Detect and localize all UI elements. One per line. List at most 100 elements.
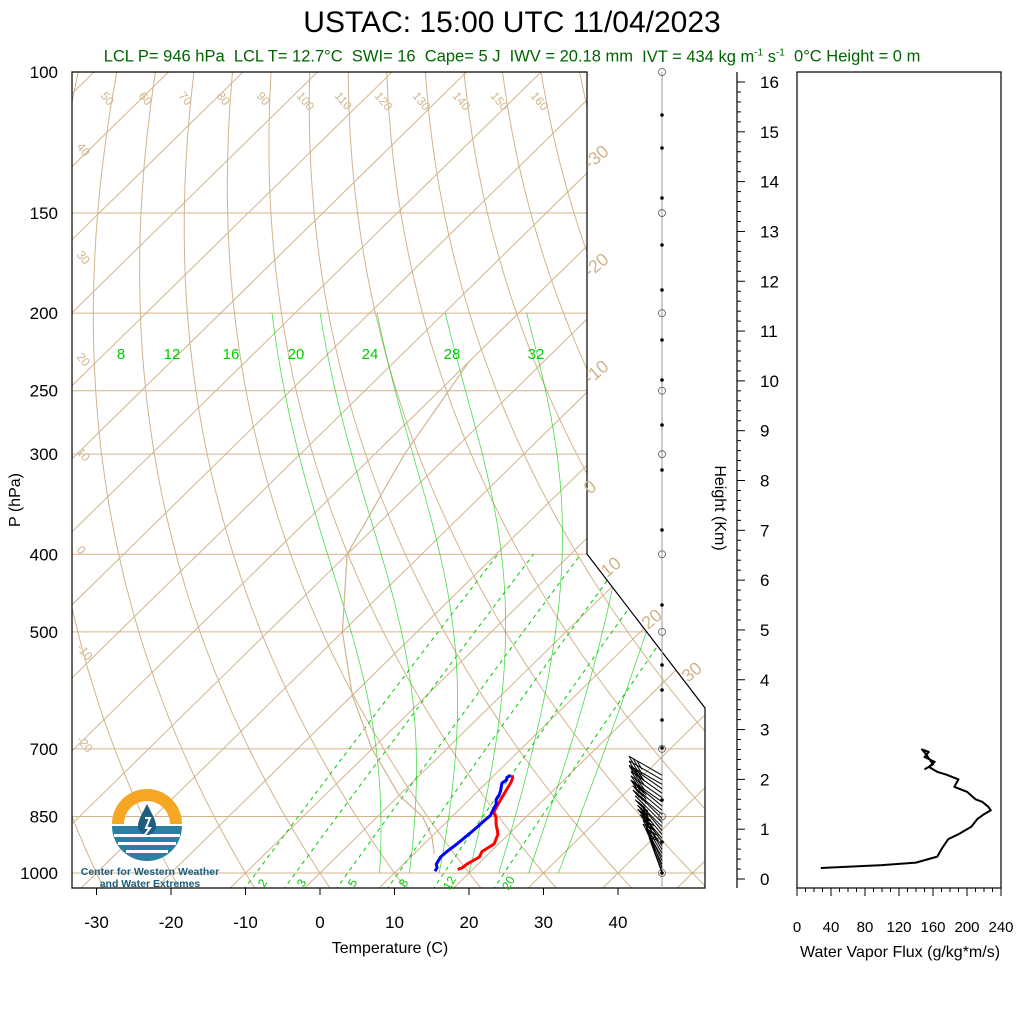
wind-barb-flag [645,823,655,830]
moist-adiabat-line [528,313,632,874]
pressure-tick-label: 200 [30,304,58,323]
isotherm-left-label: 10 [74,445,94,464]
isotherm-top-label: 140 [450,89,474,114]
isotherm-line [153,72,705,888]
mixing-ratio-line [242,553,499,888]
isotherm-right-label: -20 [580,249,613,281]
wind-barb [628,764,663,785]
pressure-level-marker [658,627,666,636]
dry-adiabat-line [72,72,181,888]
isotherm-left-label: 20 [74,350,94,369]
wind-barb-flag [640,808,649,816]
pressure-tick-label: 850 [30,807,58,826]
flux-tick-label: 80 [857,919,874,936]
flux-tick-label: 120 [886,919,911,936]
dry-adiabat-line [92,72,257,888]
flux-tick-label: 240 [988,919,1013,936]
dry-adiabat-line [772,72,1024,890]
wind-barb [645,825,663,861]
ivt-value: IVT = 434 kg m-1 s-1 [642,47,785,66]
moist-adiabat-line [444,313,507,874]
height-tick-label: 12 [760,272,779,291]
isotherm-line [72,72,705,888]
isotherm-top-label: 120 [372,89,396,114]
chart-subtitle: LCL P= 946 hPa LCL T= 12.7°C SWI= 16 Cap… [0,47,1024,67]
chart-title: USTAC: 15:00 UTC 11/04/2023 [303,6,721,39]
wind-barb-flag [630,771,638,780]
wind-barb-flag [634,778,641,787]
isotherm-line [72,72,472,888]
wind-barb [648,837,663,874]
wind-barb-flag [641,801,646,807]
wind-barb-flag [630,775,638,785]
water-vapor-flux-line [820,748,992,869]
dry-adiabat-line [139,72,332,888]
wind-barb-flag [642,816,652,823]
isotherm-line [72,72,547,888]
iwv-value: IWV = 20.18 mm [509,47,633,66]
isotherm-top-label: 50 [98,89,118,108]
mixing-ratio-line [492,554,705,888]
dry-adiabat-line [734,72,1024,890]
pressure-level-marker [658,812,666,821]
dry-adiabat-line [183,72,408,888]
wind-barb [630,766,663,790]
height-marker-dot [660,746,664,750]
flux-tick-label: 160 [920,919,945,936]
height-marker-dot [660,378,664,382]
wind-barb-flag [641,797,646,802]
logo-line-1: Center for Western Weather [80,866,220,878]
flux-tick-label: 40 [823,919,840,936]
temp-tick-label: 10 [385,913,404,932]
flux-tick-label: 200 [954,919,979,936]
wind-barb-flag [630,779,638,789]
isotherm-left-label: -10 [74,641,96,664]
height-marker-dot [660,528,664,532]
dry-adiabat-line [540,72,705,888]
isotherm-line [72,72,398,888]
mixing-ratio-line [282,553,534,888]
logo-emblem-icon [112,789,182,861]
dry-adiabat-line [617,72,705,888]
height-marker-dot [660,603,664,607]
y-axis-label: P (hPa) [7,473,24,527]
pressure-tick-label: 500 [30,623,58,642]
wind-barb [639,810,663,843]
isotherm-line [302,72,705,888]
dry-adiabat-line [579,72,705,888]
height-tick-label: 14 [760,173,779,192]
wind-barb-flag [636,788,644,797]
dry-adiabat-line [850,72,1024,890]
height-tick-label: 3 [760,721,769,740]
flux-frame [796,71,1002,889]
dry-adiabat-line [811,72,1024,890]
wind-barb-flag [637,776,645,786]
isotherm-line [227,72,705,888]
isotherm-right-label: 10 [597,553,625,581]
moist-adiabat-line [271,313,382,874]
swi-value: SWI= 16 [351,47,416,66]
mixing-ratio-bottom-label: 12 [440,873,459,892]
isotherm-top-label: 130 [410,89,434,114]
temp-tick-label: 40 [609,913,628,932]
wind-barb-flag [640,804,649,812]
pressure-level-marker [658,869,666,877]
isotherm-line [750,0,1024,890]
dry-adiabat-line [308,72,634,888]
wind-barb-flag [632,785,640,794]
height-tick-label: 11 [760,322,778,341]
wind-barb-flag [634,769,641,779]
pressure-level-marker [658,68,666,76]
wind-barb-flag [637,771,645,781]
height-tick-label: 9 [760,422,769,441]
wind-barb-flag [637,780,645,790]
wind-barb-flag [645,820,655,827]
pressure-tick-label: 250 [30,382,58,401]
mixing-ratio-line [386,554,627,888]
height-tick-label: 5 [760,621,769,640]
wind-barb-flag [636,784,644,793]
wind-barb-flag [648,831,659,836]
parcel-path-line [341,361,470,854]
height-tick-label: 1 [760,820,769,839]
height-marker-dot [660,718,664,722]
